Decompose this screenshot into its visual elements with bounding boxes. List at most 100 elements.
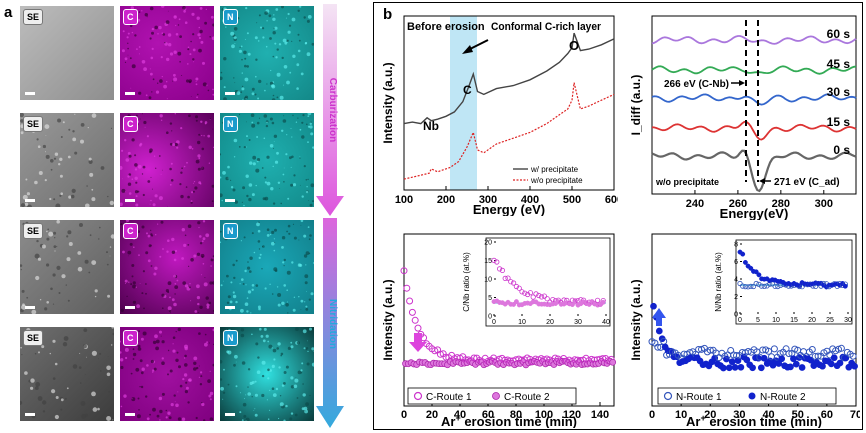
chart4-inset: 0 5 10 15 20 25 30 0 2 4 6 8 <box>734 242 852 325</box>
process-arrows: Carburization Nitridation <box>316 4 344 428</box>
inset-route1-point <box>742 283 749 290</box>
c-badge: C <box>123 223 138 239</box>
scale-bar <box>125 413 135 416</box>
chart2-xtick-label: 240 <box>686 198 704 210</box>
inset-xtick-label: 10 <box>772 317 780 324</box>
inset-ytick-label: 6 <box>734 259 738 266</box>
xtick-label: 70 <box>850 409 860 421</box>
micrograph-n-row1: N <box>220 6 314 100</box>
inset-xtick-label: 30 <box>574 319 582 326</box>
chart4-xlabel: Ar+ erosion time (min) <box>686 413 822 428</box>
inset-route1-point <box>775 283 781 290</box>
label-266: 266 eV (C-Nb) <box>664 79 729 90</box>
route2-point <box>795 354 803 361</box>
inset-route1-point <box>511 280 517 286</box>
inset-route1-point <box>519 289 525 295</box>
nitridation-arrow <box>316 218 344 428</box>
route1-point <box>431 347 439 355</box>
diff-curve-30s <box>651 93 857 106</box>
inset-route1-point <box>505 275 511 281</box>
inset-route2-point <box>753 269 759 275</box>
route2-point <box>609 358 617 366</box>
inset-route2-point <box>572 299 578 305</box>
route2-point <box>819 362 826 370</box>
route2-point <box>673 353 681 361</box>
inset-route1-point <box>772 283 778 289</box>
inset-route1-point <box>753 280 759 287</box>
xtick-label: 50 <box>792 409 804 421</box>
chart4-ylabel: Intensity (a.u.) <box>629 279 643 360</box>
time-label: 0 s <box>833 143 850 157</box>
chart2-xtick-label: 280 <box>772 198 790 210</box>
chart3-ylabel: Intensity (a.u.) <box>381 279 395 360</box>
diff-curve-60s <box>651 35 857 45</box>
chart4-inset-ylabel: N/Nb ratio (at.%) <box>714 252 723 312</box>
scale-bar <box>25 413 35 416</box>
route1-point <box>837 344 845 352</box>
route1-point <box>408 308 416 316</box>
scale-bar <box>125 199 135 202</box>
route1-point <box>849 352 857 360</box>
inset-route1-point <box>595 297 601 303</box>
o-peak-label: O <box>569 38 579 53</box>
chart1-xtick-label: 600 <box>605 194 618 206</box>
micrograph-se-row2: SE <box>20 113 114 207</box>
conformal-layer-highlight <box>450 16 477 190</box>
route2-point <box>807 356 815 364</box>
inset-route1-point <box>536 292 542 299</box>
chart2-ylabel: I_diff (a.u.) <box>629 75 643 136</box>
panel-a-letter: a <box>4 4 13 21</box>
inset-route1-point <box>539 294 545 300</box>
xtick-label: 60 <box>821 409 833 421</box>
inset-xtick-label: 10 <box>518 319 526 326</box>
route2-point <box>798 364 806 371</box>
route1-point <box>403 284 411 292</box>
se-badge: SE <box>23 330 44 346</box>
xtick-label: 20 <box>704 409 716 421</box>
route1-point <box>770 345 778 353</box>
inset-route1-point <box>491 257 497 264</box>
inset-route2-point <box>600 299 606 305</box>
chart4-points <box>648 302 858 372</box>
inset-route1-point <box>748 283 754 290</box>
chart2-plot-frame <box>651 15 857 195</box>
inset-ytick-label: 5 <box>488 295 492 302</box>
route1-point <box>411 316 419 324</box>
micrograph-c-row4: C <box>120 327 214 421</box>
route1-point <box>808 346 816 353</box>
xtick-label: 0 <box>401 409 407 421</box>
inset-route1-point <box>533 291 539 297</box>
chart1-xtick-label: 400 <box>521 194 539 206</box>
inset-xtick-label: 20 <box>546 319 554 326</box>
route2-point <box>731 364 739 371</box>
inset-route1-point <box>530 294 536 300</box>
inset-xtick-label: 0 <box>738 317 742 324</box>
micrograph-se-row1: SE <box>20 6 114 100</box>
panel-b-frame <box>373 2 863 430</box>
route2-point <box>720 364 727 372</box>
micrograph-c-row1: C <box>120 6 214 100</box>
chart3-points <box>400 267 617 369</box>
inset-xtick-label: 15 <box>790 317 798 324</box>
inset-ytick-label: 0 <box>734 312 738 319</box>
inset-route1-point <box>750 283 757 290</box>
route2-point <box>790 355 797 363</box>
xtick-label: 80 <box>510 409 522 421</box>
micrograph-se-row3: SE <box>20 220 114 314</box>
scale-bar <box>125 306 135 309</box>
legend-n-route1-marker <box>663 391 673 401</box>
label-271: 271 eV (C_ad) <box>774 177 840 188</box>
inset-xtick-label: 25 <box>826 317 834 324</box>
micrograph-n-row2: N <box>220 113 314 207</box>
inset-route2-point <box>756 272 762 278</box>
inset-xtick-label: 20 <box>808 317 816 324</box>
aes-spectrum-chart: 100 200 300 400 500 600 Before erosion Confor… <box>381 15 618 216</box>
xtick-label: 40 <box>762 409 774 421</box>
route2-point <box>827 360 835 368</box>
chart1-xticks: 100 200 300 400 500 600 <box>395 186 618 206</box>
inset-route2-point <box>842 283 848 289</box>
inset-route1-point <box>761 283 767 290</box>
legend-c-route1: C-Route 1 <box>426 392 472 403</box>
series-without-precipitate <box>403 82 615 180</box>
route2-point <box>743 356 751 364</box>
